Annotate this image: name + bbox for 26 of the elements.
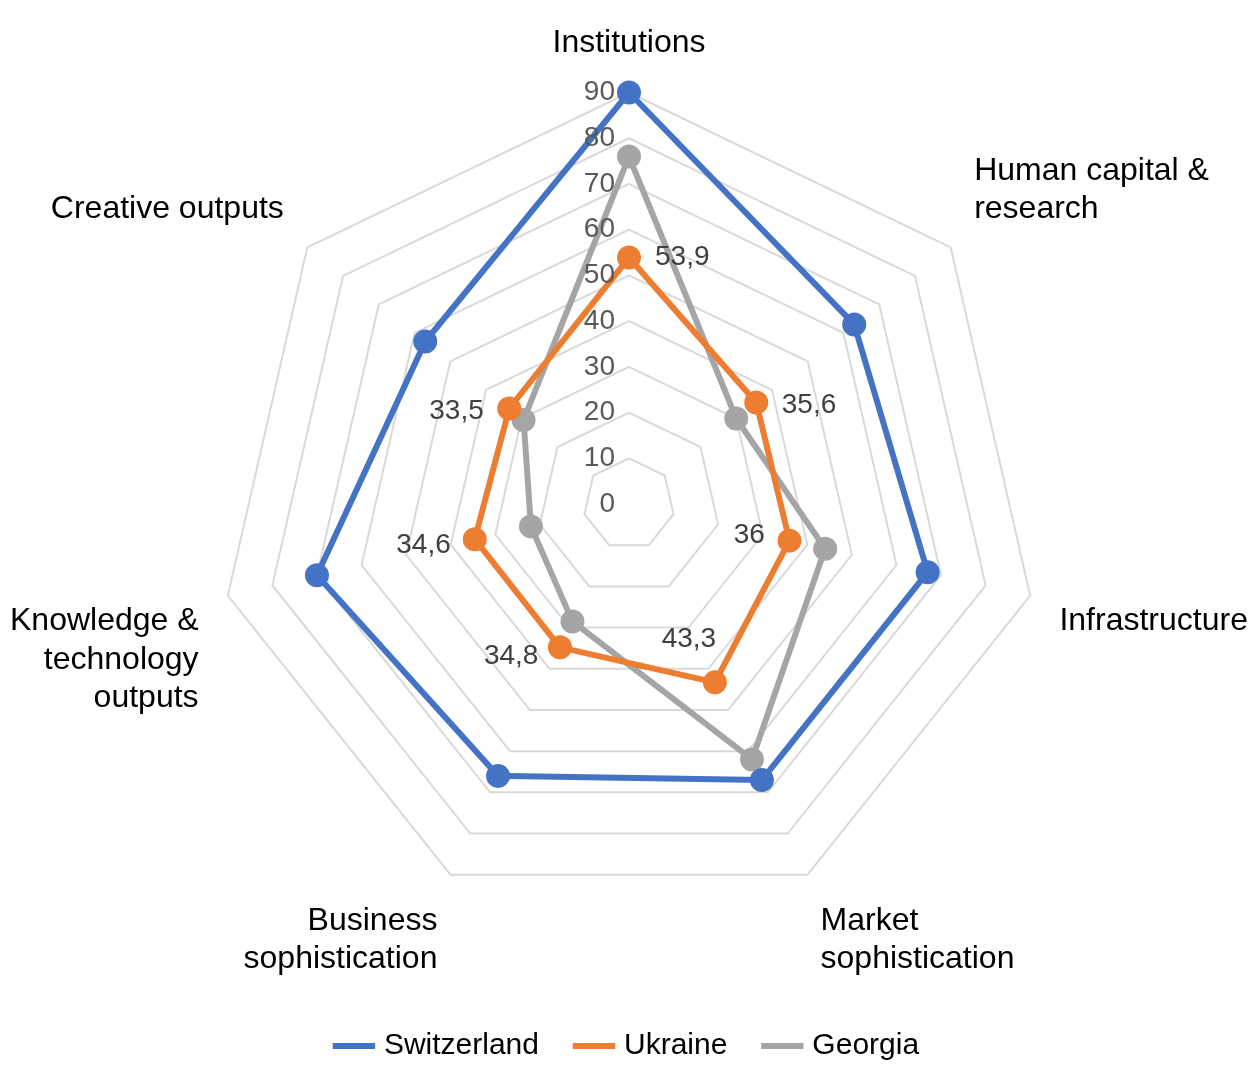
y-tick-label: 50: [583, 258, 615, 290]
spoke-label: Infrastructure: [1059, 601, 1248, 638]
data-label: 43,3: [661, 621, 717, 653]
spoke-label: Human capital & research: [974, 150, 1209, 226]
legend-label: Georgia: [812, 1027, 920, 1061]
y-tick-label: 70: [583, 166, 615, 198]
legend-label: Ukraine: [623, 1027, 728, 1061]
data-label: 53,9: [655, 240, 710, 272]
y-tick-label: 20: [583, 395, 615, 427]
spoke-label: Creative outputs: [50, 189, 284, 226]
data-label: 36: [733, 517, 765, 549]
data-label: 34,6: [396, 527, 451, 559]
data-label: 35,6: [781, 388, 837, 420]
spoke-label: Institutions: [552, 23, 706, 60]
legend-label: Switzerland: [383, 1027, 539, 1061]
data-label: 34,8: [483, 638, 539, 670]
spoke-label: Business sophistication: [243, 900, 438, 976]
data-label: 33,5: [429, 394, 484, 426]
spoke-label: Knowledge & technology outputs: [10, 601, 199, 715]
y-tick-label: 0: [599, 486, 615, 518]
y-tick-label: 30: [583, 349, 615, 381]
y-tick-label: 40: [583, 303, 615, 335]
y-tick-label: 60: [583, 212, 615, 244]
y-tick-label: 10: [583, 441, 615, 472]
y-tick-label: 90: [583, 75, 615, 107]
spoke-label: Market sophistication: [820, 900, 1015, 976]
